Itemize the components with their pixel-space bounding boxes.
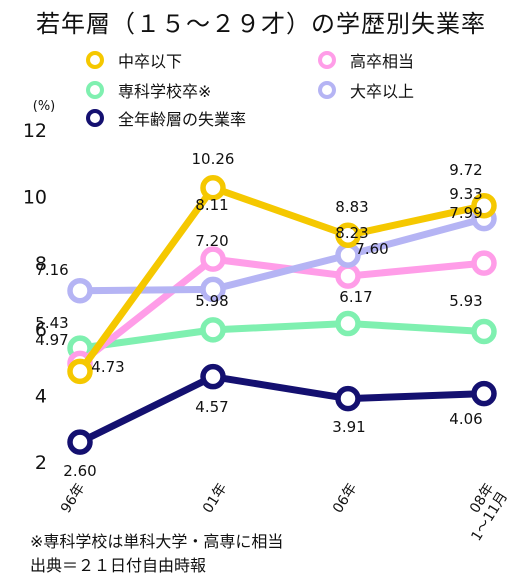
- y-axis-unit-label: (%): [33, 99, 56, 114]
- series-line: [76, 320, 488, 352]
- data-point: [335, 263, 361, 289]
- data-point: [67, 429, 93, 455]
- y-tick-label: 2: [35, 452, 47, 474]
- data-point: [200, 317, 226, 343]
- data-label: 4.97: [35, 331, 68, 349]
- data-label: 4.73: [91, 358, 124, 376]
- y-tick-label: 12: [23, 120, 47, 142]
- data-label: 7.60: [355, 240, 388, 258]
- y-tick-label: 8: [35, 253, 47, 275]
- data-label: 5.93: [449, 292, 482, 310]
- data-label: 8.83: [335, 198, 368, 216]
- data-point: [200, 175, 226, 201]
- legend-label: 全年齢層の失業率: [118, 110, 247, 129]
- x-tick-label: 06年: [330, 481, 360, 516]
- data-label: 8.23: [335, 224, 368, 242]
- legend-label: 高卒相当: [350, 52, 415, 71]
- legend-marker: [318, 51, 336, 69]
- data-point: [471, 318, 497, 345]
- legend-item-university: 大卒以上: [318, 78, 414, 102]
- data-label: 7.16: [35, 261, 68, 279]
- legend-item-high-school: 高卒相当: [318, 48, 414, 72]
- data-label: 9.72: [449, 161, 482, 179]
- data-point: [471, 380, 497, 407]
- data-label: 2.60: [63, 462, 96, 480]
- source-note: 出典＝２１日付自由時報: [30, 556, 207, 575]
- data-point: [335, 310, 361, 337]
- data-point: [471, 192, 497, 219]
- data-point: [335, 385, 361, 412]
- data-label: 7.20: [195, 232, 228, 250]
- legend-label: 中卒以下: [118, 52, 183, 71]
- legend-marker: [86, 81, 104, 99]
- legend-label: 専科学校卒※: [118, 82, 212, 101]
- data-label: 4.06: [449, 410, 482, 428]
- y-tick-label: 6: [35, 319, 47, 341]
- data-point: [200, 276, 226, 303]
- data-label: 7.99: [449, 204, 482, 222]
- data-label: 6.17: [339, 288, 372, 306]
- y-tick-label: 10: [23, 186, 47, 208]
- series-line: [76, 184, 488, 375]
- x-tick-label: 08年1～11月: [455, 481, 511, 544]
- data-label: 10.26: [192, 150, 235, 168]
- legend: 中卒以下 高卒相当 専科学校卒※ 大卒以上 全年齢層の失業率: [0, 0, 522, 130]
- data-label: 9.33: [449, 185, 482, 203]
- legend-item-vocational-college: 専科学校卒※: [86, 78, 211, 102]
- legend-item-middle-school: 中卒以下: [86, 48, 182, 72]
- footnote: ※専科学校は単科大学・高専に相当: [30, 532, 284, 551]
- data-label: 5.98: [195, 292, 228, 310]
- data-label: 4.57: [195, 398, 228, 416]
- series-line: [76, 255, 488, 367]
- data-label: 5.43: [35, 314, 68, 332]
- data-label: 3.91: [332, 418, 365, 436]
- data-point: [67, 358, 93, 385]
- legend-marker: [318, 81, 336, 99]
- x-tick-label: 96年: [58, 481, 88, 516]
- y-tick-label: 4: [35, 386, 47, 408]
- data-point: [471, 250, 497, 276]
- series-line: [76, 215, 488, 295]
- data-point: [200, 363, 226, 390]
- legend-item-all-ages: 全年齢層の失業率: [86, 106, 246, 130]
- chart-title: 若年層（１５～２９才）の学歴別失業率: [36, 10, 486, 38]
- data-point: [335, 222, 361, 248]
- legend-marker: [86, 109, 104, 127]
- x-tick-label: 01年: [200, 481, 230, 516]
- data-point: [67, 277, 93, 304]
- data-point: [200, 246, 226, 272]
- legend-marker: [86, 51, 104, 69]
- legend-label: 大卒以上: [350, 82, 415, 101]
- series-line: [76, 373, 488, 446]
- data-label: 8.11: [195, 196, 228, 214]
